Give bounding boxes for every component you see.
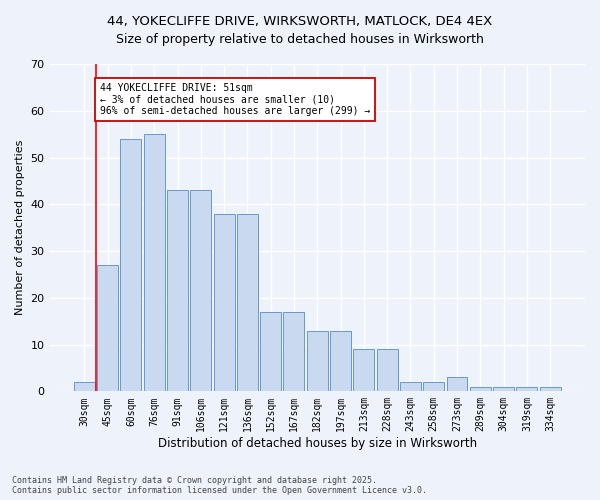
Bar (121, 139, 142, 392)
Bar (400, 382, 421, 392)
Bar (190, 190, 211, 392)
Bar (237, 214, 258, 392)
Bar (307, 330, 328, 392)
Bar (260, 312, 281, 392)
Bar (539, 386, 560, 392)
Bar (97, 265, 118, 392)
Bar (517, 386, 538, 392)
Bar (144, 134, 165, 392)
Bar (283, 312, 304, 392)
Y-axis label: Number of detached properties: Number of detached properties (15, 140, 25, 316)
Text: 44 YOKECLIFFE DRIVE: 51sqm
← 3% of detached houses are smaller (10)
96% of semi-: 44 YOKECLIFFE DRIVE: 51sqm ← 3% of detac… (100, 82, 370, 116)
Bar (353, 349, 374, 392)
Bar (214, 214, 235, 392)
Bar (167, 190, 188, 392)
Bar (470, 386, 491, 392)
Bar (446, 378, 467, 392)
Text: Size of property relative to detached houses in Wirksworth: Size of property relative to detached ho… (116, 32, 484, 46)
Bar (377, 349, 398, 392)
Bar (423, 382, 444, 392)
Bar (493, 386, 514, 392)
Text: Contains HM Land Registry data © Crown copyright and database right 2025.
Contai: Contains HM Land Registry data © Crown c… (12, 476, 427, 495)
X-axis label: Distribution of detached houses by size in Wirksworth: Distribution of detached houses by size … (158, 437, 477, 450)
Bar (330, 330, 351, 392)
Text: 44, YOKECLIFFE DRIVE, WIRKSWORTH, MATLOCK, DE4 4EX: 44, YOKECLIFFE DRIVE, WIRKSWORTH, MATLOC… (107, 15, 493, 28)
Bar (74, 382, 95, 392)
